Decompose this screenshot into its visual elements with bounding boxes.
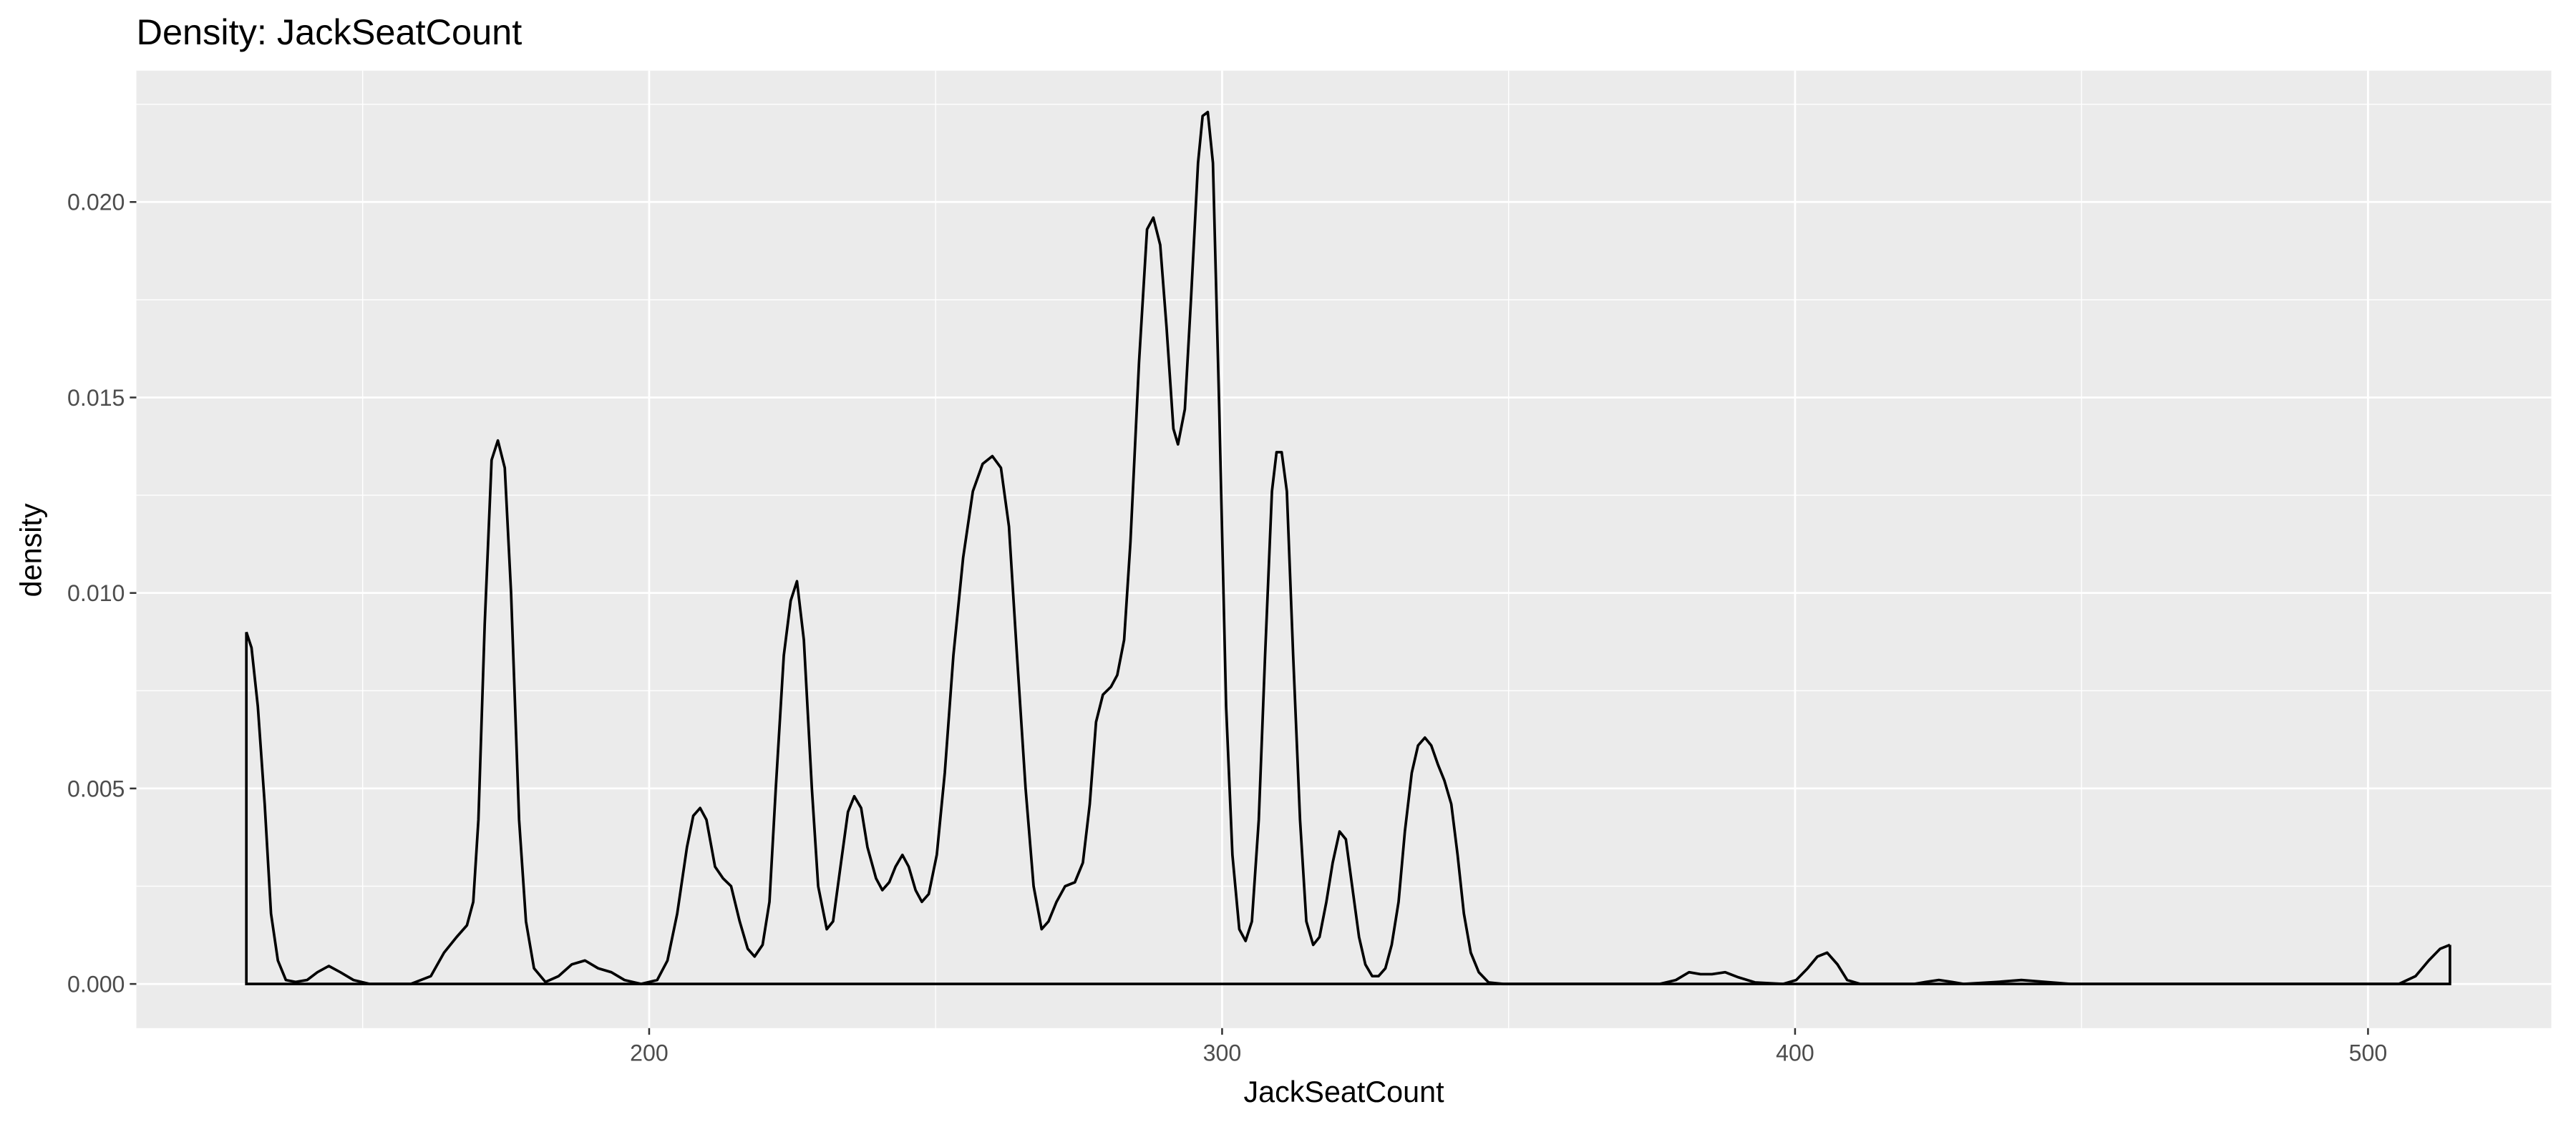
y-tick-label: 0.015 xyxy=(67,385,125,411)
plot-panel xyxy=(136,70,2552,1028)
x-axis-label: JackSeatCount xyxy=(1243,1075,1444,1108)
x-tick-label: 400 xyxy=(1776,1040,1814,1066)
density-baseline xyxy=(245,632,2451,985)
density-curve xyxy=(245,110,2451,985)
y-tick-label: 0.020 xyxy=(67,190,125,215)
x-tick-label: 500 xyxy=(2349,1040,2388,1066)
y-tick-label: 0.005 xyxy=(67,776,125,801)
chart-title: Density: JackSeatCount xyxy=(137,11,523,52)
y-tick-label: 0.010 xyxy=(67,580,125,606)
x-tick-label: 300 xyxy=(1203,1040,1242,1066)
y-axis-label: density xyxy=(14,503,47,597)
y-tick-label: 0.000 xyxy=(67,972,125,997)
x-tick-label: 200 xyxy=(630,1040,669,1066)
